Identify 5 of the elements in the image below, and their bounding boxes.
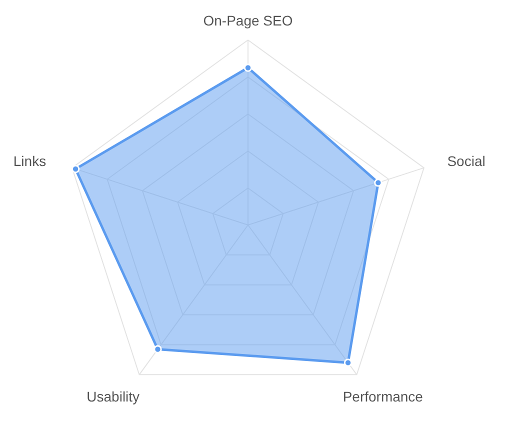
spoke-label: Performance — [342, 388, 424, 405]
spoke-label: On-Page SEO — [203, 12, 293, 28]
spoke-label: Usability — [86, 388, 140, 405]
spoke-label: Social — [447, 153, 486, 170]
spoke-label: Links — [13, 153, 46, 170]
